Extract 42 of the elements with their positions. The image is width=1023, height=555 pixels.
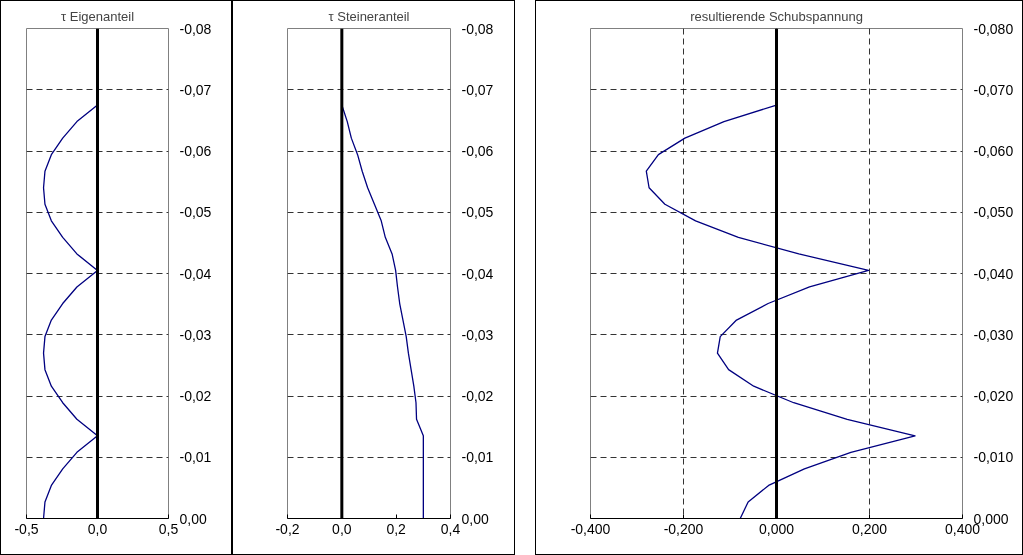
- y-tick-label: -0,07: [461, 81, 494, 98]
- chart-title: τ Eigenanteil: [60, 8, 135, 24]
- x-tick-label: 0,2: [386, 520, 407, 537]
- y-tick-label: -0,01: [461, 449, 494, 466]
- y-tick-label: -0,070: [973, 81, 1014, 98]
- x-tick-label: 0,5: [158, 520, 179, 537]
- y-tick-label: -0,06: [179, 143, 212, 159]
- y-tick-label: -0,030: [973, 326, 1014, 343]
- x-tick-label: 0,0: [332, 520, 352, 537]
- x-tick-label: 0,000: [758, 520, 795, 537]
- x-tick-label: -0,5: [14, 520, 39, 537]
- y-tick-label: -0,03: [179, 326, 212, 343]
- y-tick-label: -0,06: [461, 143, 494, 159]
- y-tick-label: -0,080: [973, 20, 1014, 37]
- y-tick-label: -0,010: [973, 449, 1014, 466]
- y-tick-label: -0,02: [179, 388, 212, 404]
- x-tick-label: -0,2: [275, 520, 300, 537]
- x-tick-label: 0,4: [440, 520, 461, 537]
- chart-title: resultierende Schubspannung: [690, 8, 863, 24]
- y-tick-label: -0,05: [179, 204, 212, 221]
- y-tick-label: -0,02: [461, 388, 494, 404]
- y-tick-label: -0,060: [973, 143, 1014, 159]
- x-tick-label: 0,0: [87, 520, 108, 537]
- x-tick-label: -0,200: [663, 520, 704, 537]
- y-tick-label: -0,03: [461, 326, 494, 343]
- x-tick-label: 0,200: [851, 520, 888, 537]
- y-tick-label: -0,08: [179, 20, 212, 37]
- y-tick-label: 0,00: [179, 510, 207, 527]
- y-tick-label: -0,01: [179, 449, 212, 466]
- y-tick-label: -0,04: [179, 265, 212, 282]
- x-tick-label: -0,400: [570, 520, 611, 537]
- line-series: [645, 104, 916, 519]
- line-series: [42, 104, 99, 519]
- chart-title: τ Steineranteil: [328, 8, 410, 24]
- y-tick-label: 0,00: [461, 510, 489, 527]
- y-tick-label: -0,04: [461, 265, 494, 282]
- y-tick-label: -0,040: [973, 265, 1014, 282]
- y-tick-label: -0,08: [461, 20, 494, 37]
- y-tick-label: -0,050: [973, 204, 1014, 221]
- y-tick-label: -0,05: [461, 204, 494, 221]
- y-tick-label: -0,07: [179, 81, 212, 98]
- y-tick-label: -0,020: [973, 388, 1014, 404]
